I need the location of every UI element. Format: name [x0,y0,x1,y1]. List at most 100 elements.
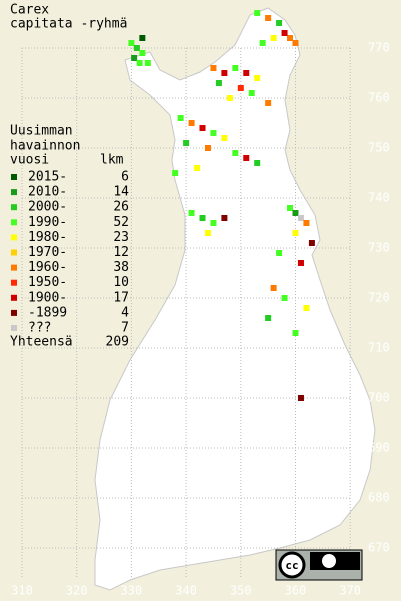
y-axis-label: 750 [368,141,390,155]
observation [308,240,315,246]
legend-count: 23 [113,230,129,245]
observation [215,80,222,86]
observation [292,40,299,46]
legend-count: 38 [113,260,129,275]
y-axis-label: 770 [368,41,390,55]
legend-swatch [11,219,17,226]
legend-label: 1960- [28,260,67,275]
legend-label: 2015- [28,170,67,185]
observation [281,295,288,301]
x-axis-label: 340 [175,584,197,598]
observation [210,220,217,226]
finland-outline [94,7,376,591]
observation [297,395,304,401]
x-axis-label: 320 [66,584,88,598]
legend-count: 6 [121,170,129,185]
observation [232,150,239,156]
observation [144,60,151,66]
observation [221,135,228,141]
legend-swatch [11,234,17,241]
y-axis-label: 700 [368,391,390,405]
observation [204,145,211,151]
observation [221,215,228,221]
legend-swatch [11,294,17,301]
observation [281,30,288,36]
legend-count: 4 [121,305,129,320]
x-axis-label: 360 [285,584,307,598]
legend-swatch [11,279,17,286]
observation [199,215,206,221]
x-axis-label: 350 [230,584,252,598]
y-axis-label: 740 [368,191,390,205]
y-axis-label: 670 [368,541,390,555]
observation [131,55,138,61]
legend-header: vuosi [10,153,49,168]
observation [265,315,272,321]
observation [232,65,239,71]
observation [276,250,283,256]
legend-label: -1899 [28,305,67,320]
legend-count: 7 [121,321,129,336]
y-axis-label: 730 [368,241,390,255]
observation [177,115,184,121]
observation [188,210,195,216]
observation [292,230,299,236]
observation [210,65,217,71]
y-axis-label: 680 [368,491,390,505]
legend-total-label: Yhteensä [10,335,73,350]
observation [183,140,190,146]
legend-swatch [11,264,17,271]
legend-count: 26 [113,200,129,215]
observation [287,205,294,211]
legend-label: 1990- [28,215,67,230]
observation [254,160,261,166]
title: capitata -ryhmä [10,17,127,32]
y-axis-label: 710 [368,341,390,355]
x-axis-label: 370 [339,584,361,598]
observation [270,285,277,291]
legend-count: 14 [113,185,129,200]
observation [243,70,250,76]
observation [265,15,272,21]
observation [204,230,211,236]
legend-count: 10 [113,275,129,290]
observation [265,100,272,106]
legend-label: 1970- [28,245,67,260]
observation [303,305,310,311]
observation [248,90,255,96]
legend-swatch [11,249,17,256]
legend-label: ??? [28,321,51,336]
legend-label: 2010- [28,185,67,200]
legend-total: 209 [106,335,129,350]
observation [221,70,228,76]
observation [139,35,146,41]
legend-swatch [11,204,17,211]
observation [287,35,294,41]
y-axis-label: 720 [368,291,390,305]
legend-swatch [11,174,17,180]
legend-count: 17 [113,290,129,305]
legend-count: 52 [113,215,129,230]
observation [194,165,201,171]
title: Carex [10,3,49,18]
legend-swatch [11,189,17,196]
observation [259,40,266,46]
observation [237,85,244,91]
legend-label: 1950- [28,275,67,290]
observation [276,20,283,26]
y-axis-label: 760 [368,91,390,105]
x-axis-label: 310 [11,584,33,598]
legend-swatch [11,325,17,331]
x-axis-label: 330 [121,584,143,598]
observation [292,210,299,216]
observation [254,10,261,16]
legend-label: 1900- [28,290,67,305]
observation [133,45,140,51]
observation [297,260,304,266]
observation [254,75,261,81]
observation [139,50,146,56]
legend-count: 12 [113,245,129,260]
legend-label: 1980- [28,230,67,245]
observation [172,170,179,176]
